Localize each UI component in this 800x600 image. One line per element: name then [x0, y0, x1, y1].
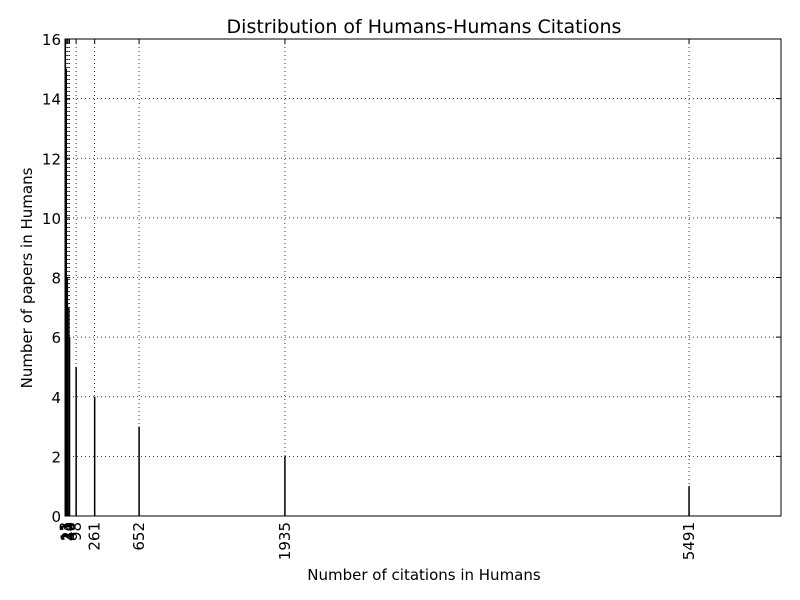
y-tick-label: 6 — [51, 329, 61, 347]
y-tick-label: 0 — [51, 508, 61, 526]
y-tick-label: 8 — [51, 270, 61, 288]
bar — [68, 337, 71, 516]
bar — [284, 456, 286, 516]
x-axis-label: Number of citations in Humans — [307, 566, 541, 584]
bar — [93, 396, 96, 516]
y-tick-label: 12 — [42, 150, 61, 168]
y-tick-label: 16 — [42, 31, 61, 49]
x-tick-label: 40 — [61, 522, 79, 541]
x-tick-label: 5491 — [680, 522, 698, 560]
x-tick-label: 652 — [130, 522, 148, 551]
x-tick-label: 34 — [60, 522, 78, 541]
bar — [75, 366, 77, 516]
x-tick-label: 11 — [57, 522, 75, 541]
bar — [688, 486, 690, 516]
x-tick-label: 98 — [67, 522, 85, 541]
y-tick-label: 2 — [51, 448, 61, 466]
y-tick-label: 14 — [42, 91, 61, 109]
x-tick-label: 3 — [56, 522, 74, 532]
y-tick-label: 10 — [42, 210, 61, 228]
bar — [138, 426, 140, 516]
x-tick-label: 261 — [86, 522, 104, 551]
y-tick-label: 4 — [51, 389, 61, 407]
x-tick-label: 1935 — [276, 522, 294, 560]
chart-title: Distribution of Humans-Humans Citations — [227, 16, 622, 38]
y-axis-label: Number of papers in Humans — [18, 167, 36, 388]
x-tick-label: 21 — [58, 522, 76, 541]
bar — [65, 68, 68, 516]
